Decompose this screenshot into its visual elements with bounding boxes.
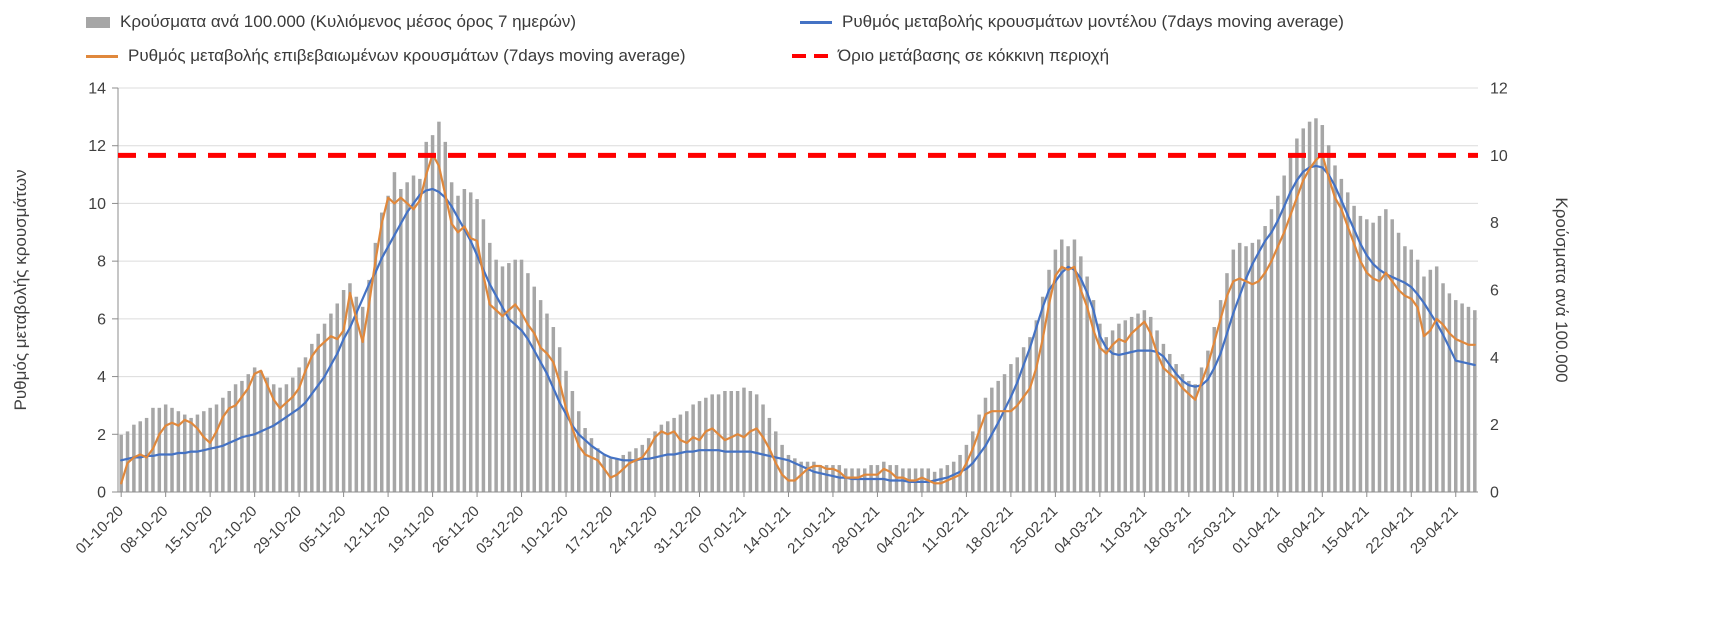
svg-text:18-03-21: 18-03-21 — [1140, 503, 1194, 557]
svg-text:18-02-21: 18-02-21 — [962, 503, 1016, 557]
svg-text:10: 10 — [88, 196, 106, 213]
svg-text:12: 12 — [88, 138, 106, 155]
svg-text:10: 10 — [1490, 148, 1508, 165]
legend-item-confirmed: Ρυθμός μεταβολής επιβεβαιωμένων κρουσμάτ… — [86, 46, 686, 66]
svg-text:25-02-21: 25-02-21 — [1007, 503, 1061, 557]
legend-label-cases: Κρούσματα ανά 100.000 (Κυλιόμενος μέσος … — [120, 12, 577, 31]
svg-text:29-04-21: 29-04-21 — [1407, 503, 1461, 557]
svg-text:29-10-20: 29-10-20 — [250, 503, 304, 557]
bar-swatch-icon — [86, 16, 110, 28]
legend-item-threshold: Όριο μετάβασης σε κόκκινη περιοχή — [792, 46, 1109, 66]
svg-text:15-10-20: 15-10-20 — [161, 503, 215, 557]
svg-text:08-04-21: 08-04-21 — [1274, 503, 1328, 557]
svg-text:6: 6 — [1490, 283, 1499, 300]
svg-text:25-03-21: 25-03-21 — [1185, 503, 1239, 557]
svg-text:08-10-20: 08-10-20 — [117, 503, 171, 557]
svg-text:07-01-21: 07-01-21 — [695, 503, 749, 557]
legend-item-cases: Κρούσματα ανά 100.000 (Κυλιόμενος μέσος … — [86, 12, 576, 32]
svg-text:6: 6 — [97, 311, 106, 328]
svg-text:22-04-21: 22-04-21 — [1363, 503, 1417, 557]
svg-text:03-12-20: 03-12-20 — [473, 503, 527, 557]
svg-text:04-03-21: 04-03-21 — [1051, 503, 1105, 557]
legend-item-model: Ρυθμός μεταβολής κρουσμάτων μοντέλου (7d… — [800, 12, 1344, 32]
left-axis-title: Ρυθμός μεταβολής κρουσμάτων — [11, 170, 30, 411]
x-axis-labels: 01-10-2008-10-2015-10-2022-10-2029-10-20… — [73, 492, 1462, 557]
svg-text:0: 0 — [97, 485, 106, 502]
svg-text:04-02-21: 04-02-21 — [873, 503, 927, 557]
svg-text:15-04-21: 15-04-21 — [1318, 503, 1372, 557]
svg-text:10-12-20: 10-12-20 — [517, 503, 571, 557]
svg-text:24-12-20: 24-12-20 — [606, 503, 660, 557]
svg-text:12-11-20: 12-11-20 — [340, 503, 394, 557]
right-axis-title: Κρούσματα ανά 100.000 — [1552, 197, 1571, 382]
svg-text:4: 4 — [1490, 350, 1499, 367]
svg-text:17-12-20: 17-12-20 — [562, 503, 616, 557]
svg-text:28-01-21: 28-01-21 — [829, 503, 883, 557]
legend-label-confirmed: Ρυθμός μεταβολής επιβεβαιωμένων κρουσμάτ… — [128, 46, 686, 65]
red-dashed-swatch-icon — [792, 54, 828, 58]
svg-text:4: 4 — [97, 369, 106, 386]
svg-text:2: 2 — [97, 427, 106, 444]
blue-line-swatch-icon — [800, 20, 832, 24]
svg-text:21-01-21: 21-01-21 — [784, 503, 838, 557]
svg-text:05-11-20: 05-11-20 — [296, 503, 350, 557]
svg-text:14-01-21: 14-01-21 — [740, 503, 794, 557]
axes: 0 2 4 6 8 10 12 14 0 2 4 6 8 10 12 — [88, 81, 1508, 502]
svg-text:14: 14 — [88, 81, 106, 98]
gridlines — [118, 87, 1478, 435]
svg-text:12: 12 — [1490, 81, 1508, 98]
svg-text:31-12-20: 31-12-20 — [651, 503, 705, 557]
svg-text:8: 8 — [97, 254, 106, 271]
legend-label-threshold: Όριο μετάβασης σε κόκκινη περιοχή — [838, 46, 1110, 65]
confirmed_rate-line — [120, 153, 1476, 485]
svg-text:01-04-21: 01-04-21 — [1229, 503, 1283, 557]
svg-text:01-10-20: 01-10-20 — [73, 503, 127, 557]
orange-line-swatch-icon — [86, 54, 118, 58]
svg-text:2: 2 — [1490, 417, 1499, 434]
svg-text:19-11-20: 19-11-20 — [385, 503, 439, 557]
cases-bars-series — [119, 118, 1477, 493]
model_rate-line — [120, 164, 1476, 483]
svg-text:8: 8 — [1490, 215, 1499, 232]
legend-label-model: Ρυθμός μεταβολής κρουσμάτων μοντέλου (7d… — [842, 12, 1344, 31]
svg-text:22-10-20: 22-10-20 — [206, 503, 260, 557]
svg-text:0: 0 — [1490, 485, 1499, 502]
